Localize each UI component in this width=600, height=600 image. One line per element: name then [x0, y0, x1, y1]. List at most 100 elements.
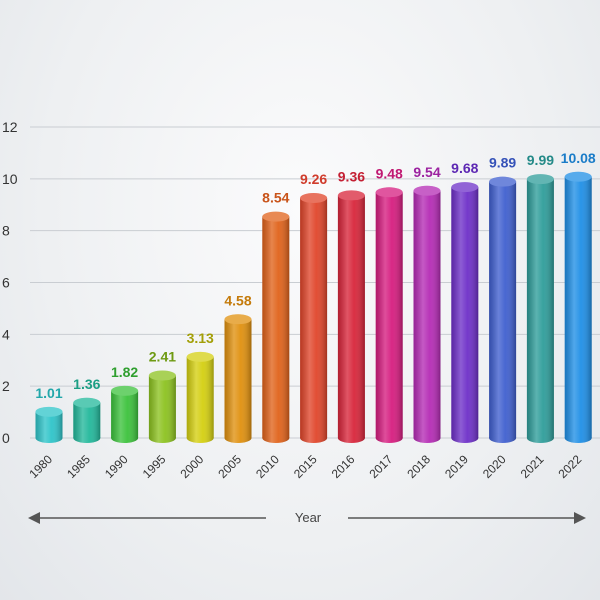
- bar: [73, 397, 101, 443]
- data-label: 9.54: [413, 164, 440, 180]
- bar-base-shading: [148, 433, 176, 443]
- bar-top: [73, 397, 101, 408]
- y-tick-label: 4: [2, 326, 10, 342]
- bar-top-highlight: [337, 190, 365, 201]
- bar: [186, 351, 214, 443]
- bar-base-shading: [564, 433, 592, 443]
- bar-top: [375, 187, 403, 198]
- bar-top-highlight: [262, 211, 290, 222]
- bar-base-shading: [375, 433, 403, 443]
- bar-base-shading: [413, 433, 441, 443]
- x-tick-label: 2005: [215, 452, 244, 481]
- bar-top-highlight: [186, 351, 214, 362]
- y-tick-label: 0: [2, 430, 10, 446]
- bar-base-shading: [300, 433, 328, 443]
- bar-base-shading: [526, 433, 554, 443]
- data-label: 9.26: [300, 171, 327, 187]
- bar-top-highlight: [73, 397, 101, 408]
- data-label: 9.36: [338, 168, 365, 184]
- x-tick-label: 1995: [140, 452, 169, 481]
- bar-shading: [73, 402, 101, 438]
- x-tick-label: 2019: [442, 452, 471, 481]
- bar: [111, 385, 139, 443]
- bar-top: [337, 190, 365, 201]
- bars: [35, 171, 592, 443]
- x-tick-label: 2020: [480, 452, 509, 481]
- bar-shading: [262, 216, 290, 438]
- bar-top: [186, 351, 214, 362]
- bar-shading: [148, 375, 176, 438]
- x-tick-label: 1980: [26, 452, 55, 481]
- bar-top-highlight: [375, 187, 403, 198]
- data-label: 1.01: [35, 385, 62, 401]
- data-label: 1.82: [111, 364, 138, 380]
- bar: [337, 190, 365, 443]
- bar-top: [489, 176, 517, 187]
- bar-shading: [224, 319, 252, 438]
- bar-shading: [526, 179, 554, 438]
- bar-top-highlight: [489, 176, 517, 187]
- bar-top: [224, 314, 252, 325]
- x-tick-label: 2015: [291, 452, 320, 481]
- bar-top-highlight: [224, 314, 252, 325]
- data-labels: 1.01 1.36 1.82 2.41 3.13 4.58 8.54 9.26 9.36 9.48…: [35, 150, 596, 401]
- bar-top-highlight: [564, 171, 592, 182]
- bar: [35, 406, 63, 443]
- bar-top: [451, 182, 479, 193]
- bar: [564, 171, 592, 443]
- bar-top: [148, 370, 176, 381]
- y-tick-label: 12: [2, 119, 18, 135]
- bar-shading: [186, 356, 214, 438]
- y-axis: 0 2 4 6 8 10 12: [2, 119, 18, 446]
- x-tick-label: 2016: [329, 452, 358, 481]
- x-axis-title-group: Year: [28, 510, 586, 525]
- bar-base-shading: [451, 433, 479, 443]
- bar: [148, 370, 176, 443]
- bar-shading: [489, 181, 517, 438]
- bar-top-highlight: [300, 193, 328, 204]
- x-axis-arrow-right-icon: [574, 512, 586, 524]
- bar-shading: [564, 176, 592, 438]
- data-label: 3.13: [187, 330, 214, 346]
- bar-shading: [337, 195, 365, 438]
- x-axis-title: Year: [295, 510, 322, 525]
- x-tick-label: 1985: [64, 452, 93, 481]
- y-tick-label: 10: [2, 171, 18, 187]
- x-tick-label: 2000: [178, 452, 207, 481]
- bar: [413, 185, 441, 443]
- bar-shading: [375, 192, 403, 438]
- data-label: 4.58: [224, 292, 251, 308]
- bar-base-shading: [489, 433, 517, 443]
- bar-top: [564, 171, 592, 182]
- bar: [451, 182, 479, 443]
- bar: [262, 211, 290, 443]
- bar-top-highlight: [111, 385, 139, 396]
- bar-shading: [413, 190, 441, 438]
- bar-top-highlight: [413, 185, 441, 196]
- x-axis-arrow-left-icon: [28, 512, 40, 524]
- data-label: 1.36: [73, 376, 100, 392]
- data-label: 2.41: [149, 349, 176, 365]
- x-tick-label: 1990: [102, 452, 131, 481]
- bar-base-shading: [73, 433, 101, 443]
- bar-top: [35, 406, 63, 417]
- x-tick-label: 2017: [367, 452, 396, 481]
- data-label: 9.48: [376, 165, 403, 181]
- data-label: 10.08: [561, 150, 596, 166]
- x-tick-label: 2010: [253, 452, 282, 481]
- bar-top: [300, 193, 328, 204]
- bar: [375, 187, 403, 443]
- bar: [300, 193, 328, 443]
- y-tick-label: 8: [2, 223, 10, 239]
- bar-base-shading: [224, 433, 252, 443]
- bar-base-shading: [337, 433, 365, 443]
- bar: [489, 176, 517, 443]
- bar-top-highlight: [526, 174, 554, 185]
- bar-base-shading: [111, 433, 139, 443]
- bar-shading: [451, 187, 479, 438]
- bar-top-highlight: [451, 182, 479, 193]
- bar: [526, 174, 554, 443]
- x-tick-label: 2021: [518, 452, 547, 481]
- data-label: 9.68: [451, 160, 478, 176]
- data-label: 9.89: [489, 155, 516, 171]
